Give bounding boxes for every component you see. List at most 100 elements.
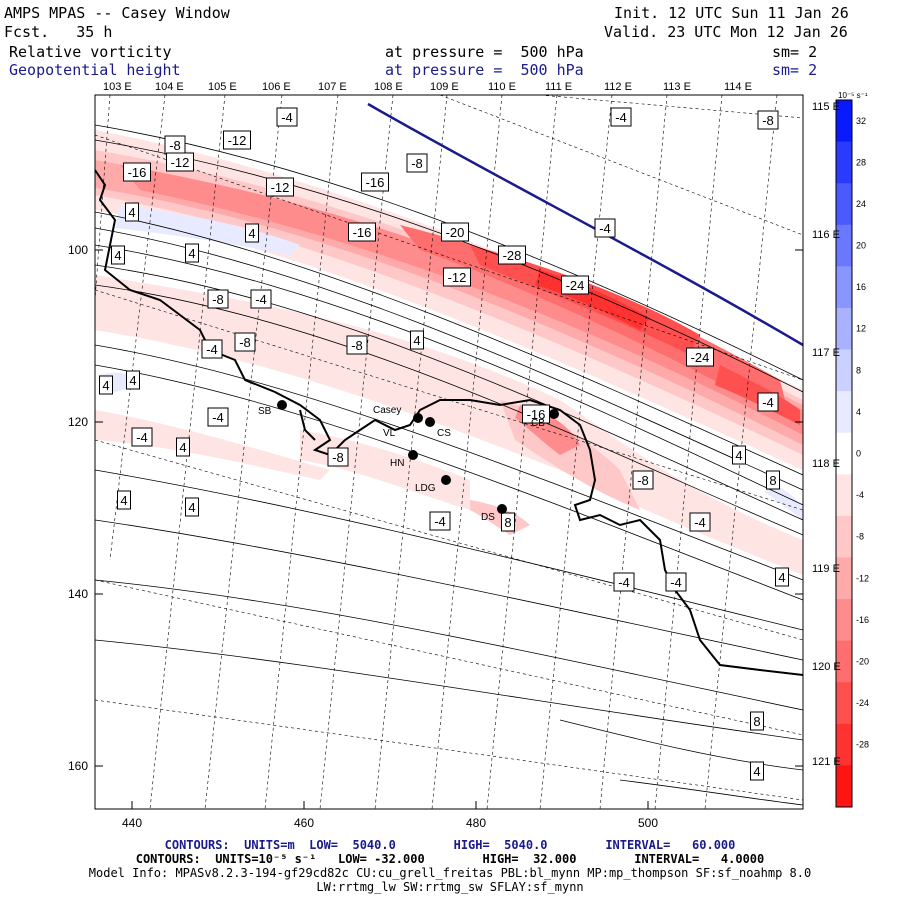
contour-label-text: 4 [248, 226, 255, 241]
contour-label-text: 4 [188, 246, 195, 261]
station-ldg-marker [441, 475, 451, 485]
contour-label-text: -4 [694, 515, 706, 530]
colorbar-swatch [836, 474, 852, 517]
lon-label: 113 E [663, 81, 691, 93]
x-tick-label: 460 [294, 816, 314, 830]
contour-label: 8 [501, 512, 515, 532]
lon-label: 103 E [103, 81, 132, 93]
contour-label-text: -12 [171, 155, 190, 170]
lon-label: 117 E [812, 347, 840, 359]
meridian-line [109, 95, 166, 561]
colorbar-level-label: 12 [856, 324, 866, 334]
colorbar-level-label: 24 [856, 199, 866, 209]
contour-label: 4 [111, 245, 125, 265]
y-tick-label: 100 [68, 243, 88, 257]
station-ds-label: DS [481, 512, 495, 523]
vorticity-shading [95, 130, 803, 575]
lon-label: 108 E [374, 81, 403, 93]
colorbar-swatch [836, 266, 852, 309]
station-sb-label: SB [258, 406, 272, 417]
plot-frame [94, 94, 804, 810]
station-ds-marker [497, 504, 507, 514]
contour-label-text: 4 [128, 205, 135, 220]
contour-label-text: 4 [735, 448, 742, 463]
footer-model-info: Model Info: MPASv8.2.3-194-gf29cd82c CU:… [88, 866, 812, 880]
contour-label: 4 [185, 497, 199, 517]
contour-label-text: 8 [769, 473, 776, 488]
contour-label-text: 4 [753, 764, 760, 779]
contour-label: -24 [686, 347, 714, 367]
contour-label-text: 4 [102, 378, 109, 393]
axis-ticks [95, 249, 803, 809]
lon-label: 104 E [155, 81, 184, 93]
contour-label-text: -8 [212, 292, 224, 307]
contour-label-text: -24 [691, 350, 710, 365]
colorbar-level-label: 16 [856, 282, 866, 292]
contour-label-text: -16 [353, 225, 372, 240]
contour-label-text: -12 [271, 180, 290, 195]
lon-label: 116 E [812, 229, 840, 241]
contour-label-text: 4 [188, 500, 195, 515]
contour-label: -8 [346, 335, 368, 355]
field2-level: at pressure = 500 hPa [385, 61, 584, 79]
contour-label: -16 [123, 162, 151, 182]
contour-label-text: -4 [206, 342, 218, 357]
contour-label-text: 8 [753, 714, 760, 729]
contour-label: -4 [250, 289, 272, 309]
contour-label: -16 [348, 222, 376, 242]
contour-label: 4 [99, 375, 113, 395]
contour-line [559, 719, 803, 771]
contour-label: -4 [276, 107, 298, 127]
contour-label: 8 [750, 711, 764, 731]
lon-label: 109 E [430, 81, 459, 93]
contour-line [95, 244, 803, 506]
meridian-line [95, 95, 111, 301]
contour-label: -20 [441, 222, 469, 242]
field1-level: at pressure = 500 hPa [385, 43, 584, 61]
graticule [95, 95, 803, 809]
contour-label-text: -8 [239, 335, 251, 350]
contour-label-text: -8 [637, 473, 649, 488]
station-hn-label: HN [390, 458, 404, 469]
contour-label-text: 8 [504, 515, 511, 530]
contour-label: 4 [176, 437, 190, 457]
colorbar-swatch [836, 100, 852, 143]
x-tick-label: 500 [638, 816, 658, 830]
contour-label: -12 [166, 152, 194, 172]
field2-name: Geopotential height [9, 61, 181, 79]
colorbar-level-label: -16 [856, 615, 869, 625]
colorbar-level-label: 32 [856, 116, 866, 126]
contour-label: -4 [689, 512, 711, 532]
contour-label: -8 [207, 289, 229, 309]
colorbar-level-label: -20 [856, 656, 869, 666]
contour-label: -4 [613, 572, 635, 592]
contour-label: -16 [361, 172, 389, 192]
stations: SB Casey CS VL HN LDG DS CB [258, 400, 559, 523]
lon-label: 118 E [812, 458, 840, 470]
shade-pos4-east [765, 480, 803, 520]
colorbar-level-label: -8 [856, 532, 864, 542]
contour-label-text: 4 [413, 333, 420, 348]
colorbar-level-label: 20 [856, 241, 866, 251]
map-title: AMPS MPAS -- Casey Window [4, 4, 230, 22]
colorbar-swatch [836, 349, 852, 392]
colorbar-units: 10⁻⁵ s⁻¹ [838, 91, 868, 100]
parallel-line [95, 439, 803, 641]
contour-line [95, 211, 803, 476]
contour-label-text: 4 [179, 440, 186, 455]
contour-line [95, 639, 803, 741]
contour-label: 4 [117, 490, 131, 510]
colorbar-swatch [836, 141, 852, 184]
lon-label: 105 E [208, 81, 237, 93]
contour-line [95, 519, 803, 661]
y-tick-label: 160 [68, 759, 88, 773]
contour-label-text: -8 [411, 156, 423, 171]
parallel-line [439, 95, 803, 236]
contour-line [619, 779, 803, 806]
contour-label: -24 [561, 275, 589, 295]
lon-label: 121 E [812, 756, 841, 768]
field1-smoothing: sm= 2 [772, 43, 818, 61]
coastline-path [299, 409, 316, 441]
contour-label: 4 [126, 370, 140, 390]
lon-label: 119 E [812, 563, 840, 575]
